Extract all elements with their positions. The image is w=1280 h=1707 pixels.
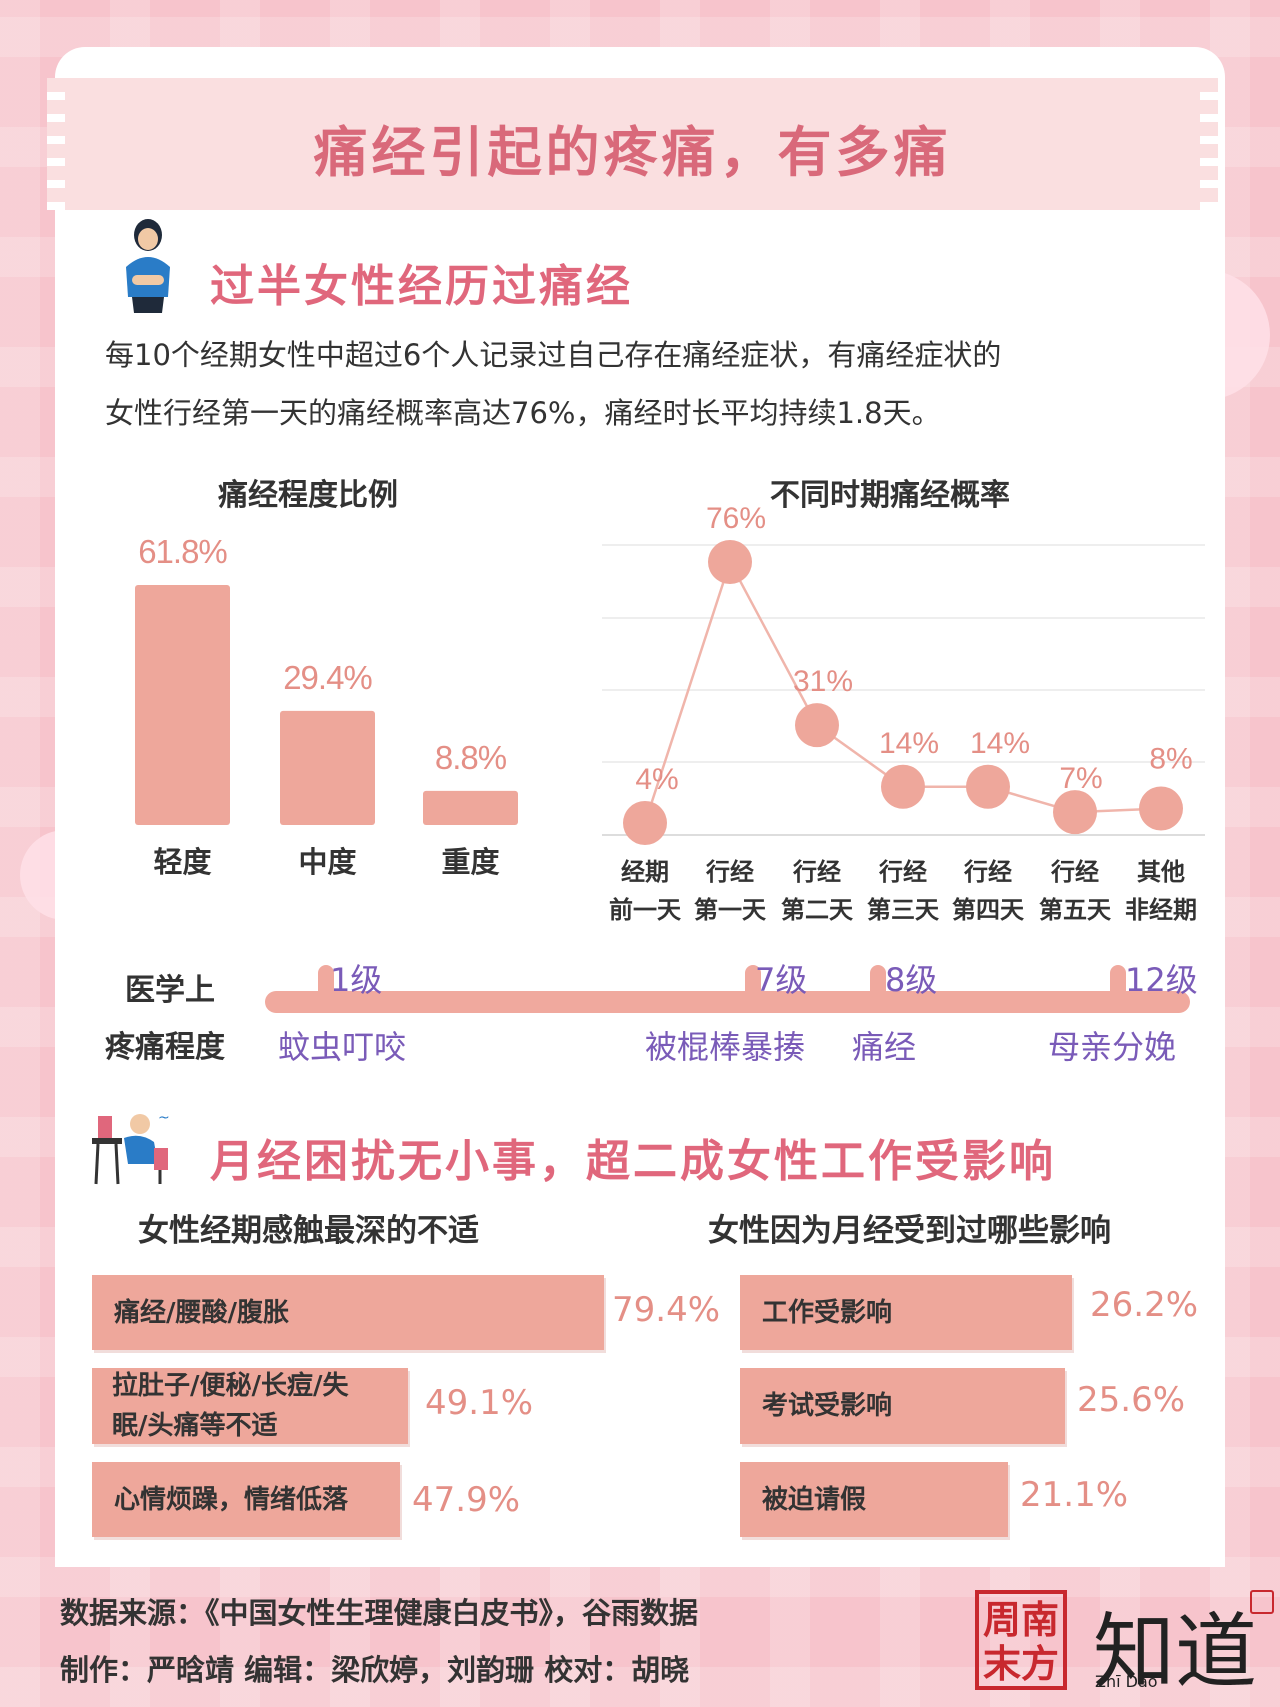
woman-icon [126,219,170,313]
hbar-value: 25.6% [1077,1380,1186,1420]
bar-value-label: 61.8% [138,533,227,570]
hbar-value: 21.1% [1020,1475,1129,1515]
intro-paragraph: 每10个经期女性中超过6个人记录过自己存在痛经症状，有痛经症状的 女性行经第一天… [105,326,1165,442]
x-tick-label-line1: 其他 [1137,858,1185,886]
hbar-impact-2: 考试受影响 [740,1368,1065,1444]
hbar-label: 工作受影响 [762,1297,893,1328]
x-tick-label-line2: 第五天 [1039,896,1111,924]
x-tick-label-line1: 行经 [963,858,1012,886]
line-point [795,703,839,748]
scale-desc-7: 被棍棒暴揍 [645,1028,806,1066]
x-tick-label-line1: 行经 [878,858,927,886]
x-tick-label-line1: 行经 [792,858,841,886]
point-value-label: 76% [706,502,766,535]
line-point [966,764,1010,809]
x-tick-label-line2: 第三天 [867,896,939,924]
line-point [708,540,752,584]
line-point [1053,790,1097,835]
bar-category-label: 重度 [441,845,499,879]
line-point [881,764,925,809]
section2-title: 月经困扰无小事，超二成女性工作受影响 [210,1136,1056,1187]
point-value-label: 14% [970,727,1030,760]
scale-desc-1: 蚊虫叮咬 [278,1028,407,1066]
credits: 制作：严晗靖 编辑：梁欣婷，刘韵珊 校对：胡晓 [60,1653,690,1687]
hbar-label: 考试受影响 [762,1391,893,1421]
point-value-label: 8% [1149,743,1192,776]
x-tick-label-line2: 第二天 [781,896,853,924]
tired-worker-icon: ~ [92,1110,170,1185]
scale-level-7: 7级 [755,961,808,999]
hbar-impact-3: 被迫请假 [740,1462,1008,1537]
pain-scale-marker [318,965,334,1005]
left-subtitle: 女性经期感触最深的不适 [138,1213,479,1249]
scale-desc-8: 痛经 [852,1028,917,1066]
bar-2 [280,710,375,825]
bar-3 [423,790,518,825]
title-banner: 痛经引起的疼痛，有多痛 [47,78,1218,210]
scale-level-1: 1级 [330,961,383,999]
hbar-discomfort-2: 拉肚子/便秘/长痘/失 眠/头痛等不适 [92,1368,408,1444]
seal-line2: 末方 [982,1641,1059,1686]
point-value-label: 7% [1059,762,1102,795]
pain-scale-marker [745,965,761,1005]
page-title: 痛经引起的疼痛，有多痛 [313,121,952,184]
hbar-impact-1: 工作受影响 [740,1275,1072,1350]
scale-label-line2: 疼痛程度 [105,1030,225,1065]
hbar-value: 79.4% [612,1290,721,1330]
bar-value-label: 8.8% [435,739,507,776]
bar-1 [135,585,230,825]
line-chart-title: 不同时期痛经概率 [770,478,1010,513]
x-tick-label-line2: 第四天 [952,896,1024,924]
brand-logo-sub: Zhī Dào [1095,1672,1158,1691]
scale-desc-12: 母亲分娩 [1048,1028,1177,1066]
x-tick-label-line2: 第一天 [694,896,766,924]
scale-label-line1: 医学上 [125,973,215,1008]
hbar-discomfort-3: 心情烦躁，情绪低落 [92,1462,400,1537]
section1-title: 过半女性经历过痛经 [210,261,633,312]
x-tick-label-line1: 行经 [1050,858,1099,886]
hbar-label-line1: 拉肚子/便秘/长痘/失 [112,1371,349,1401]
hbar-value: 47.9% [412,1480,521,1520]
hbar-discomfort-1: 痛经/腰酸/腹胀 [92,1275,604,1350]
pain-scale-marker [870,965,886,1005]
data-source: 数据来源：《中国女性生理健康白皮书》，谷雨数据 [60,1596,699,1630]
pain-scale-bar [265,991,1190,1013]
point-value-label: 14% [879,727,939,760]
bar-chart-title: 痛经程度比例 [218,478,398,513]
bar-value-label: 29.4% [283,659,372,696]
line-point [1139,786,1183,831]
bar-category-label: 轻度 [153,845,211,879]
intro-line-1: 每10个经期女性中超过6个人记录过自己存在痛经症状，有痛经症状的 [105,338,1002,372]
x-tick-label-line2: 前一天 [609,896,681,924]
hbar-value: 26.2% [1090,1285,1199,1325]
line-point [623,801,667,845]
svg-text:~: ~ [158,1110,170,1126]
hbar-label: 被迫请假 [762,1484,867,1515]
scale-level-8: 8级 [885,961,938,999]
right-subtitle: 女性因为月经受到过哪些影响 [708,1213,1111,1249]
logo-stamp-icon [1250,1590,1274,1614]
bar-category-label: 中度 [298,845,356,879]
pain-scale-marker [1110,965,1126,1005]
hbar-label: 心情烦躁，情绪低落 [114,1484,349,1515]
x-tick-label-line2: 非经期 [1125,896,1197,924]
x-tick-label-line1: 经期 [621,858,669,886]
hbar-value: 49.1% [425,1383,534,1423]
scale-level-12: 12级 [1125,961,1198,999]
hbar-label: 痛经/腰酸/腹胀 [114,1297,289,1328]
hbar-label-line2: 眠/头痛等不适 [112,1411,278,1441]
point-value-label: 4% [635,763,678,796]
x-tick-label-line1: 行经 [705,858,754,886]
point-value-label: 31% [793,665,853,698]
intro-line-2: 女性行经第一天的痛经概率高达76%，痛经时长平均持续1.8天。 [105,396,941,430]
seal-line1: 周南 [982,1597,1059,1642]
publisher-seal: 周南 末方 [975,1590,1067,1690]
brand-logo: 知道 [1093,1605,1258,1700]
